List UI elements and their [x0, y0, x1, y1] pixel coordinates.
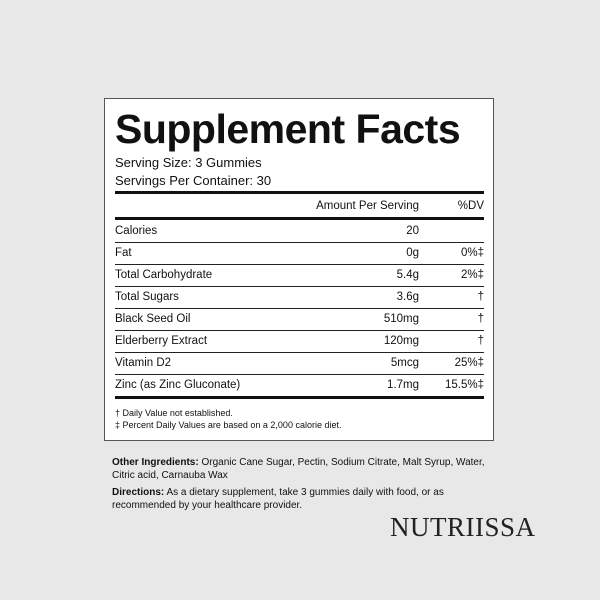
divider	[115, 396, 484, 399]
nutrient-row: Fat 0g 0%‡	[115, 242, 484, 265]
serving-size: Serving Size: 3 Gummies	[115, 155, 262, 170]
footnote-double-dagger: ‡ Percent Daily Values are based on a 2,…	[115, 420, 342, 430]
dv-header: %DV	[457, 200, 484, 212]
nutrient-amount: 20	[406, 225, 419, 237]
nutrient-row: Vitamin D2 5mcg 25%‡	[115, 352, 484, 375]
nutrient-row: Black Seed Oil 510mg †	[115, 308, 484, 331]
nutrient-amount: 510mg	[383, 313, 419, 325]
header-row: Amount Per Serving %DV	[115, 195, 484, 217]
supplement-facts-panel: Supplement Facts Serving Size: 3 Gummies…	[104, 98, 494, 441]
nutrient-amount: 3.6g	[396, 291, 419, 303]
nutrient-name: Elderberry Extract	[115, 335, 208, 347]
nutrient-row: Elderberry Extract 120mg †	[115, 330, 484, 353]
other-ingredients-text: Organic Cane Sugar, Pectin, Sodium Citra…	[112, 457, 485, 481]
directions-label: Directions:	[112, 487, 165, 498]
amount-header: Amount Per Serving	[316, 200, 419, 212]
nutrient-name: Calories	[115, 225, 158, 237]
nutrient-dv: 25%‡	[454, 357, 484, 369]
nutrient-amount: 120mg	[383, 335, 419, 347]
brand-logo: NUTRIISSA	[390, 512, 536, 542]
divider	[115, 191, 484, 194]
nutrient-row: Zinc (as Zinc Gluconate) 1.7mg 15.5%‡	[115, 374, 484, 396]
nutrient-dv: †	[477, 335, 484, 347]
nutrient-amount: 0g	[406, 247, 419, 259]
nutrient-dv: 2%‡	[460, 269, 484, 281]
nutrient-name: Black Seed Oil	[115, 313, 191, 325]
nutrient-name: Zinc (as Zinc Gluconate)	[115, 379, 241, 391]
nutrient-row: Total Carbohydrate 5.4g 2%‡	[115, 264, 484, 287]
panel-title: Supplement Facts	[115, 106, 461, 152]
nutrient-amount: 5mcg	[390, 357, 419, 369]
footnote-dagger: † Daily Value not established.	[115, 408, 233, 418]
directions-text: As a dietary supplement, take 3 gummies …	[112, 487, 444, 511]
nutrient-row: Calories 20	[115, 220, 484, 243]
nutrient-amount: 5.4g	[396, 269, 419, 281]
nutrient-dv: 15.5%‡	[444, 379, 484, 391]
other-ingredients: Other Ingredients: Organic Cane Sugar, P…	[112, 456, 502, 482]
nutrient-name: Vitamin D2	[115, 357, 172, 369]
nutrient-row: Total Sugars 3.6g †	[115, 286, 484, 309]
nutrient-dv: 0%‡	[460, 247, 484, 259]
nutrient-name: Total Carbohydrate	[115, 269, 213, 281]
nutrient-dv: †	[477, 313, 484, 325]
divider	[115, 217, 484, 220]
nutrient-name: Fat	[115, 247, 132, 259]
nutrient-dv: †	[477, 291, 484, 303]
servings-per-container: Servings Per Container: 30	[115, 173, 272, 188]
directions: Directions: As a dietary supplement, tak…	[112, 486, 502, 512]
nutrient-name: Total Sugars	[115, 291, 179, 303]
other-ingredients-label: Other Ingredients:	[112, 457, 199, 468]
nutrient-amount: 1.7mg	[387, 379, 419, 391]
